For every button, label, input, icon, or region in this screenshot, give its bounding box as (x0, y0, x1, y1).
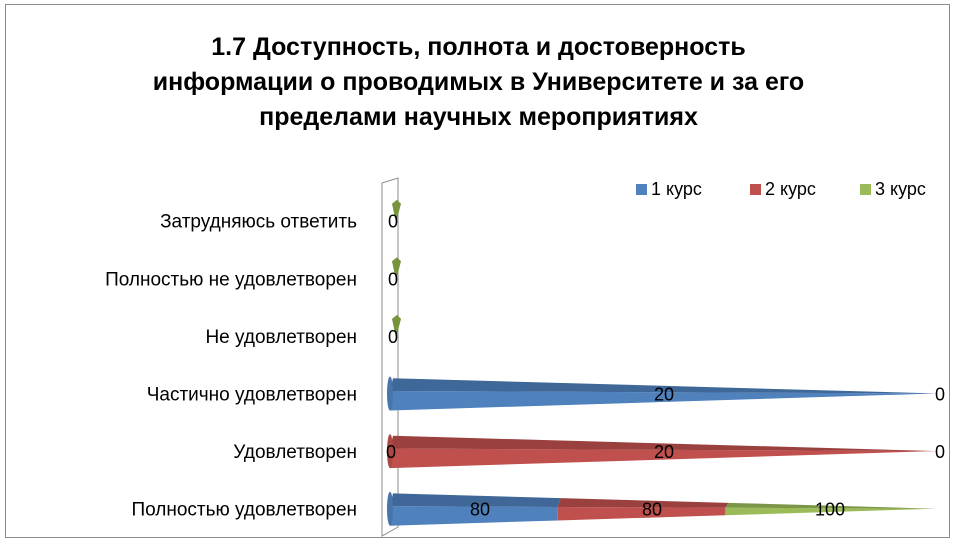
bar-segment (390, 448, 935, 469)
cone-base (387, 491, 393, 526)
data-label-3kurs: 100 (815, 500, 845, 520)
category-label: Затрудняюсь ответить (160, 212, 357, 233)
chart-title-line-1: 1.7 Доступность, полнота и достоверность (211, 33, 746, 61)
data-label-2kurs: 80 (642, 500, 662, 520)
cone-base (387, 376, 393, 411)
legend-item: 1 курс (636, 179, 702, 199)
chart-title-line-2: информации о проводимых в Университете и… (152, 68, 805, 96)
axis-wall (381, 177, 399, 537)
data-label: 0 (935, 385, 945, 405)
data-label: 20 (654, 385, 674, 405)
cone-base (387, 434, 393, 469)
bar-segment (390, 506, 558, 526)
data-label: 0 (388, 327, 398, 347)
data-label: 20 (654, 442, 674, 462)
category-label: Не удовлетворен (205, 327, 357, 348)
data-label: 0 (388, 212, 398, 232)
bar-segment (725, 507, 935, 516)
bar-segment-top (557, 498, 729, 508)
chart-title: 1.7 Доступность, полнота и достоверность… (0, 30, 957, 135)
cone-stub (392, 257, 401, 281)
bar-segment-top (390, 493, 561, 507)
legend-item: 3 курс (860, 179, 926, 199)
data-label: 0 (386, 442, 396, 462)
legend-label: 3 курс (875, 179, 926, 199)
legend-swatch (750, 184, 761, 195)
legend-swatch (636, 184, 647, 195)
category-label: Полностью не удовлетворен (105, 269, 357, 290)
data-label: 0 (935, 442, 945, 462)
legend-swatch (860, 184, 871, 195)
legend-label: 2 курс (765, 179, 816, 199)
bar-segment (390, 390, 935, 411)
bar-segment (557, 506, 726, 521)
category-label: Частично удовлетворен (147, 385, 357, 406)
category-label: Удовлетворен (233, 442, 357, 463)
legend-item: 2 курс (750, 179, 816, 199)
cone-stub (392, 199, 401, 223)
data-label: 0 (388, 269, 398, 289)
bar-segment-top (390, 435, 938, 452)
bar-segment-top (725, 502, 938, 509)
data-label-1kurs: 80 (470, 500, 490, 520)
cone-stub (392, 314, 401, 338)
legend-label: 1 курс (651, 179, 702, 199)
category-label: Полностью удовлетворен (131, 500, 357, 521)
bar-segment-top (390, 378, 938, 394)
chart-title-line-3: пределами научных мероприятиях (259, 103, 698, 131)
